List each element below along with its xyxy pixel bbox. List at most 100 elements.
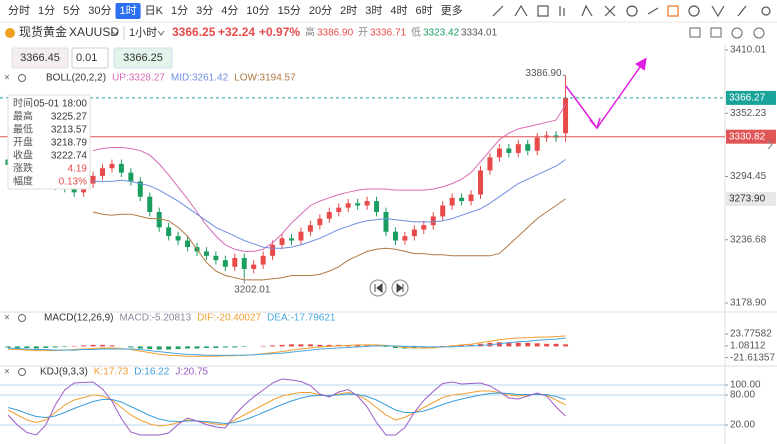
change: +32.24 bbox=[218, 25, 255, 39]
candle-body bbox=[307, 225, 313, 232]
dropdown[interactable] bbox=[157, 30, 165, 36]
high-label: 高 bbox=[305, 26, 315, 39]
macd-bar bbox=[260, 345, 266, 347]
candle-body bbox=[109, 163, 115, 169]
interval[interactable]: 1小时 bbox=[129, 26, 157, 39]
bid-box[interactable] bbox=[11, 47, 69, 69]
icon[interactable] bbox=[753, 27, 765, 39]
candle-body bbox=[440, 205, 446, 217]
timeframe[interactable]: 更多 bbox=[441, 3, 463, 17]
candle-body bbox=[392, 231, 398, 241]
eye-icon[interactable] bbox=[18, 368, 26, 376]
timeframe[interactable]: 15分 bbox=[278, 4, 301, 17]
tool-icons bbox=[492, 4, 771, 18]
icon[interactable] bbox=[731, 27, 743, 39]
timeframe[interactable]: 10分 bbox=[246, 4, 269, 17]
candle-body bbox=[430, 216, 436, 226]
macd-bar bbox=[166, 346, 172, 350]
y-tick-label: 20.00 bbox=[730, 420, 755, 431]
timeframe[interactable]: 1分 bbox=[38, 4, 55, 17]
change-pct: +0.97% bbox=[259, 25, 300, 39]
symbol: 现货黄金 bbox=[19, 24, 67, 39]
eye-icon[interactable] bbox=[18, 74, 26, 82]
timeframe[interactable]: 3时 bbox=[365, 4, 382, 17]
macd-bar bbox=[213, 346, 219, 348]
timeframe[interactable]: 5分 bbox=[63, 4, 80, 17]
price-badge bbox=[726, 90, 776, 105]
candle-body bbox=[203, 251, 209, 256]
low-label: 低 bbox=[411, 26, 421, 39]
candle-body bbox=[156, 212, 162, 228]
order-row: 3366.45 0.01 3366.25 bbox=[11, 47, 173, 69]
bid[interactable]: 3366.45 bbox=[20, 52, 60, 64]
candle-body bbox=[487, 157, 493, 171]
icon[interactable] bbox=[710, 27, 722, 38]
eye-icon[interactable] bbox=[18, 314, 26, 322]
y-tick-label: 3178.90 bbox=[730, 298, 767, 309]
macd-bar bbox=[289, 344, 294, 347]
y-tick-label: 80.00 bbox=[730, 390, 755, 401]
tooltip-value: 05-01 18:00 bbox=[34, 99, 88, 110]
timeframe[interactable]: 4分 bbox=[221, 4, 238, 17]
candle-body bbox=[515, 144, 521, 153]
icon bbox=[737, 5, 747, 17]
lot-box[interactable] bbox=[71, 47, 109, 69]
price: 3366.25 bbox=[172, 25, 216, 39]
indicator-line bbox=[7, 390, 566, 427]
timeframe[interactable]: 4时 bbox=[390, 4, 407, 17]
timeframe[interactable]: 3分 bbox=[196, 4, 213, 17]
candle-body bbox=[364, 201, 370, 206]
candle-body bbox=[166, 227, 172, 237]
icon bbox=[374, 282, 383, 294]
tooltip-value: 3222.74 bbox=[51, 151, 88, 162]
icon bbox=[711, 5, 725, 18]
timeframe[interactable]: 30分 bbox=[88, 4, 111, 17]
macd-bar bbox=[109, 345, 115, 347]
candle-body bbox=[175, 236, 181, 241]
timeframe[interactable]: 1分 bbox=[171, 4, 188, 17]
macd-bar bbox=[515, 342, 521, 347]
candle-body bbox=[71, 187, 77, 193]
tooltip-value: 4.19 bbox=[68, 164, 88, 175]
icon bbox=[581, 4, 593, 17]
y-tick-label: 1.08112 bbox=[730, 340, 766, 351]
timeframe[interactable]: 分时 bbox=[8, 4, 30, 17]
candle-body bbox=[468, 194, 474, 202]
candle-body bbox=[118, 163, 124, 173]
candle-body bbox=[355, 203, 361, 206]
open-label: 开 bbox=[358, 28, 368, 39]
timeframe[interactable]: 日K bbox=[145, 5, 164, 17]
macd-bar bbox=[496, 342, 502, 347]
macd-bar bbox=[392, 346, 398, 348]
macd-bar bbox=[411, 346, 417, 348]
legend-entry: MID:3261.42 bbox=[171, 73, 229, 84]
macd-bar bbox=[383, 346, 389, 347]
dropdown[interactable] bbox=[111, 30, 119, 36]
icon bbox=[396, 282, 404, 294]
icon bbox=[647, 7, 659, 15]
forecast-arrow bbox=[565, 57, 647, 130]
timeframe[interactable]: 2时 bbox=[340, 4, 357, 17]
candle-body bbox=[241, 258, 247, 269]
macd-bar bbox=[194, 346, 200, 349]
icon[interactable] bbox=[689, 27, 701, 38]
price-badge-label: 3366.27 bbox=[729, 93, 766, 104]
macd-bar bbox=[62, 346, 68, 347]
timeframe[interactable]: 6时 bbox=[415, 4, 432, 17]
candle-body bbox=[289, 238, 294, 241]
ask-box[interactable] bbox=[113, 47, 173, 69]
playback bbox=[369, 279, 409, 297]
timeframe[interactable]: 1时 bbox=[120, 4, 137, 17]
expand[interactable] bbox=[767, 140, 773, 150]
indicator-line bbox=[92, 198, 566, 281]
timeframe[interactable]: 20分 bbox=[309, 4, 332, 17]
macd-bar bbox=[43, 346, 49, 348]
lot[interactable]: 0.01 bbox=[76, 52, 97, 64]
macd-bar bbox=[81, 345, 87, 347]
tooltip-value: 0.13% bbox=[59, 177, 87, 188]
ask[interactable]: 3366.25 bbox=[123, 52, 163, 64]
icon bbox=[667, 5, 679, 17]
macd-bar bbox=[298, 344, 304, 347]
candle-body bbox=[459, 197, 465, 202]
